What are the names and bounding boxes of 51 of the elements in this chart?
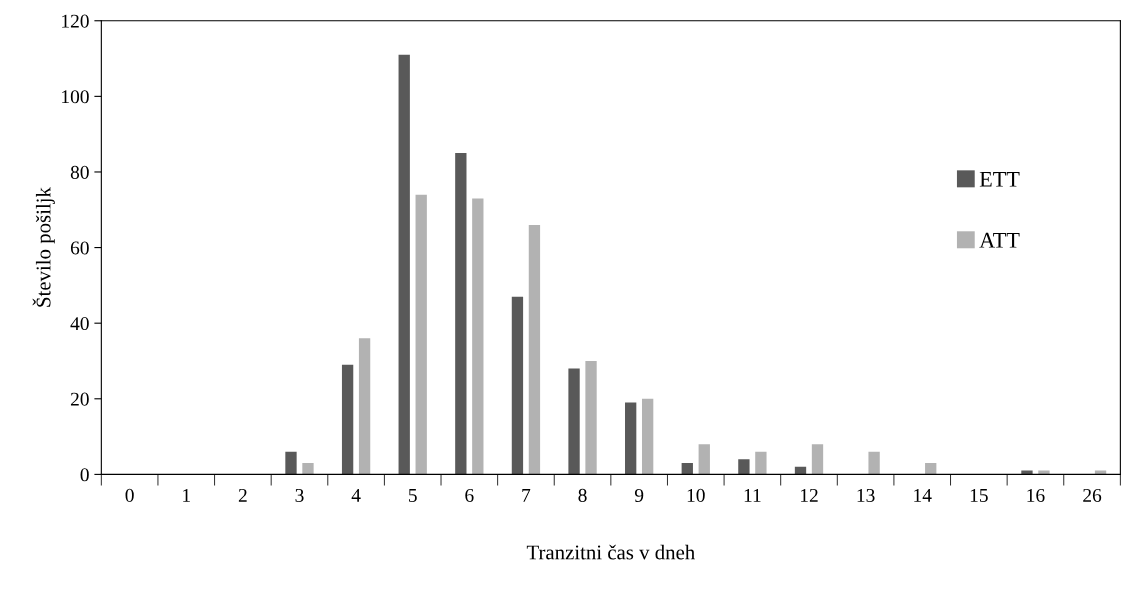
bar <box>755 451 767 475</box>
bar <box>472 198 484 475</box>
y-tick-label: 120 <box>62 14 89 28</box>
bar <box>455 153 467 475</box>
x-tick-label: 1 <box>183 488 190 502</box>
x-tick-label: 14 <box>914 488 932 502</box>
x-tick-label: 13 <box>857 488 875 502</box>
x-tick-label: 5 <box>408 489 417 502</box>
bar <box>511 296 524 475</box>
bar <box>398 54 410 475</box>
bar <box>925 463 937 475</box>
x-tick-label: 10 <box>687 488 705 502</box>
x-tick-label: 6 <box>465 488 474 502</box>
bar <box>415 194 427 475</box>
bar <box>641 398 654 475</box>
x-tick-label: 9 <box>634 488 644 502</box>
y-tick-label: 0 <box>80 468 89 482</box>
x-tick-label: 2 <box>238 488 247 502</box>
x-tick-label: 4 <box>351 488 361 502</box>
bar <box>285 451 297 475</box>
y-tick-label: 100 <box>62 90 89 104</box>
bar <box>341 364 354 475</box>
bar <box>625 402 637 475</box>
y-tick-label: 40 <box>70 317 89 331</box>
bar <box>811 444 824 475</box>
x-tick-label: 16 <box>1027 488 1045 502</box>
bar <box>528 224 541 475</box>
x-tick-label: 12 <box>800 488 818 502</box>
bar <box>868 451 880 475</box>
bar <box>794 466 807 475</box>
bar <box>698 444 710 475</box>
bar <box>568 368 580 475</box>
x-axis-title: Tranzitni čas v dneh <box>526 544 695 560</box>
bar <box>358 338 371 475</box>
x-tick-label: 8 <box>578 488 587 502</box>
x-tick-label: 26 <box>1083 488 1102 502</box>
legend-label: ATT <box>979 232 1020 248</box>
bar <box>585 360 597 475</box>
y-tick-label: 80 <box>70 165 89 179</box>
y-axis-title: Število pošiljk <box>32 187 55 307</box>
x-tick-label: 11 <box>744 488 761 502</box>
x-tick-label: 7 <box>522 489 531 502</box>
bar <box>302 463 314 475</box>
bar <box>738 459 750 475</box>
y-tick-label: 20 <box>70 392 89 406</box>
y-tick-label: 60 <box>70 241 89 255</box>
x-tick-label: 15 <box>970 488 988 502</box>
legend-label: ETT <box>979 172 1020 187</box>
x-tick-label: 3 <box>295 488 304 502</box>
bar <box>681 463 693 475</box>
x-tick-label: 0 <box>125 488 134 502</box>
